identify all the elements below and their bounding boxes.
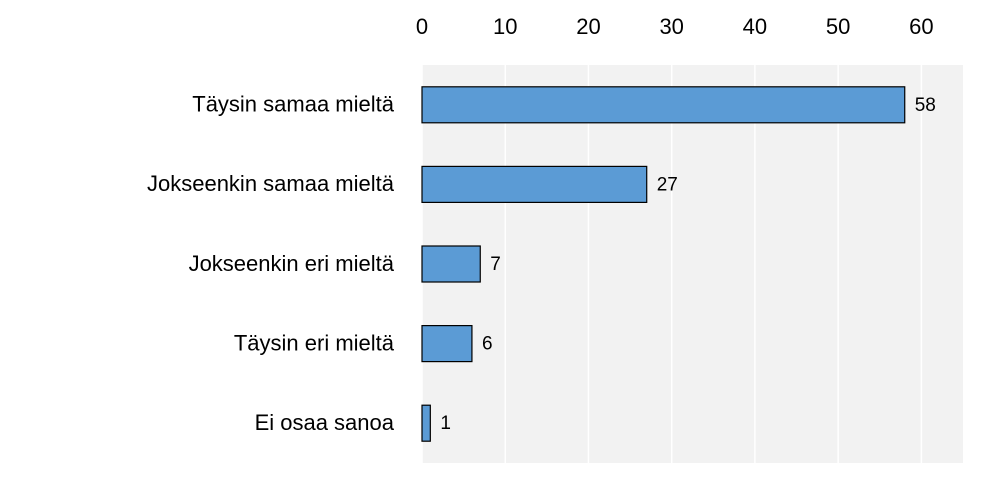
x-tick-label: 20 <box>576 14 600 39</box>
value-label: 27 <box>657 174 678 195</box>
y-tick-label: Jokseenkin samaa mieltä <box>147 171 395 196</box>
bar <box>421 245 481 283</box>
bar <box>421 165 648 203</box>
y-tick-label: Täysin samaa mieltä <box>192 92 395 117</box>
value-label: 58 <box>915 95 936 116</box>
x-tick-label: 50 <box>826 14 850 39</box>
x-tick-label: 60 <box>909 14 933 39</box>
bar <box>421 325 473 363</box>
bar <box>421 86 906 124</box>
x-tick-label: 40 <box>743 14 767 39</box>
x-tick-label: 30 <box>659 14 683 39</box>
x-tick-label: 0 <box>416 14 428 39</box>
y-tick-label: Jokseenkin eri mieltä <box>189 251 395 276</box>
value-label: 6 <box>482 334 493 355</box>
value-label: 7 <box>490 254 501 275</box>
plot-area <box>422 65 963 463</box>
bar <box>421 404 431 442</box>
y-tick-label: Ei osaa sanoa <box>255 410 395 435</box>
x-tick-label: 10 <box>493 14 517 39</box>
value-label: 1 <box>440 413 451 434</box>
y-tick-label: Täysin eri mieltä <box>234 330 395 355</box>
